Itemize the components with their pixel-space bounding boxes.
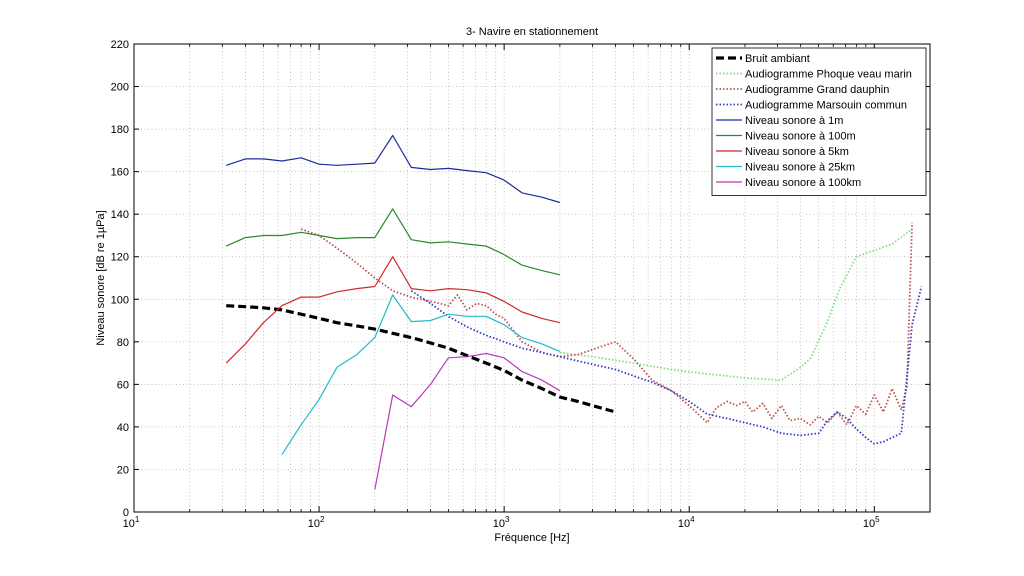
legend-label: Niveau sonore à 5km xyxy=(745,146,849,158)
y-axis-label: Niveau sonore [dB re 1µPa] xyxy=(95,210,107,345)
y-tick-label: 140 xyxy=(111,209,129,221)
y-tick-label: 60 xyxy=(117,379,129,391)
series-line-6 xyxy=(225,256,561,364)
legend-label: Niveau sonore à 1m xyxy=(745,115,843,127)
y-tick-label: 160 xyxy=(111,167,129,179)
y-tick-label: 220 xyxy=(111,39,129,51)
series-line-2 xyxy=(300,222,913,426)
chart-title: 3- Navire en stationnement xyxy=(466,26,598,38)
y-tick-label: 120 xyxy=(111,252,129,264)
y-tick-label: 80 xyxy=(117,337,129,349)
series-line-7 xyxy=(281,294,561,455)
series-lines xyxy=(225,134,923,490)
legend-label: Niveau sonore à 25km xyxy=(745,162,855,174)
y-tick-label: 200 xyxy=(111,82,129,94)
x-tick-label: 105 xyxy=(863,515,880,530)
x-tick-label: 103 xyxy=(493,515,510,530)
legend-box xyxy=(711,47,927,196)
x-tick-label: 104 xyxy=(678,515,695,530)
axis-ticks: 0 20 40 60 80 100 120 140 160 180 200 220 101 102 103 1… xyxy=(111,39,931,530)
legend: Bruit ambiant Audiogramme Phoque veau mar… xyxy=(711,47,927,196)
series-line-4 xyxy=(226,134,561,204)
series-line-8 xyxy=(374,352,561,490)
y-tick-label: 40 xyxy=(117,422,129,434)
plot-frame xyxy=(133,43,931,513)
y-tick-label: 180 xyxy=(111,124,129,136)
legend-label: Niveau sonore à 100m xyxy=(745,131,856,143)
series-line-0 xyxy=(226,304,617,414)
y-tick-label: 0 xyxy=(123,507,129,519)
legend-label: Audiogramme Phoque veau marin xyxy=(745,69,912,81)
legend-label: Audiogramme Grand dauphin xyxy=(745,84,889,96)
series-line-3 xyxy=(410,286,923,445)
x-tick-label: 101 xyxy=(123,515,140,530)
y-tick-label: 100 xyxy=(111,294,129,306)
x-axis-label: Fréquence [Hz] xyxy=(494,532,569,544)
y-tick-label: 20 xyxy=(117,464,129,476)
legend-label: Bruit ambiant xyxy=(745,53,810,65)
x-tick-label: 102 xyxy=(308,515,325,530)
series-line-5 xyxy=(225,208,561,276)
legend-label: Audiogramme Marsouin commun xyxy=(745,100,907,112)
legend-label: Niveau sonore à 100km xyxy=(745,177,861,189)
